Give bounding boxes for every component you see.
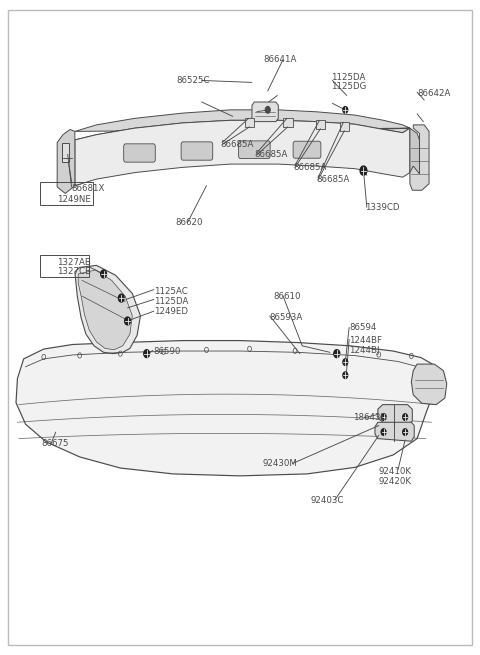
Polygon shape	[410, 125, 429, 190]
Polygon shape	[411, 364, 447, 405]
Text: 86593A: 86593A	[270, 312, 303, 322]
Text: 92403C: 92403C	[311, 496, 344, 505]
Text: 86685A: 86685A	[317, 176, 350, 184]
Text: 86610: 86610	[274, 291, 301, 301]
FancyBboxPatch shape	[124, 144, 156, 162]
Text: 86675: 86675	[41, 440, 69, 448]
Circle shape	[403, 414, 408, 421]
Polygon shape	[78, 270, 132, 350]
Text: 1125AC: 1125AC	[154, 287, 188, 296]
FancyBboxPatch shape	[181, 142, 213, 160]
Text: 86641A: 86641A	[263, 55, 296, 64]
Polygon shape	[252, 102, 278, 122]
Circle shape	[119, 294, 124, 302]
Text: 1327CB: 1327CB	[57, 267, 91, 276]
Text: 1244BJ: 1244BJ	[349, 346, 380, 355]
Polygon shape	[57, 130, 75, 193]
Circle shape	[343, 372, 348, 379]
Circle shape	[343, 107, 348, 113]
Polygon shape	[375, 422, 414, 441]
FancyBboxPatch shape	[239, 141, 270, 159]
Circle shape	[265, 107, 270, 113]
Circle shape	[381, 429, 386, 436]
Text: 86642A: 86642A	[417, 89, 450, 98]
Text: 1125DA: 1125DA	[331, 73, 365, 83]
Text: 1249ED: 1249ED	[154, 307, 188, 316]
FancyBboxPatch shape	[316, 121, 325, 129]
Text: 86685A: 86685A	[294, 163, 327, 172]
Circle shape	[343, 359, 348, 365]
Circle shape	[403, 429, 408, 436]
Text: 86590: 86590	[153, 347, 180, 356]
Polygon shape	[75, 121, 410, 185]
Text: 86620: 86620	[175, 218, 203, 227]
Text: 1249NE: 1249NE	[57, 195, 91, 204]
Polygon shape	[75, 110, 410, 140]
Polygon shape	[410, 128, 420, 181]
Text: 1339CD: 1339CD	[365, 203, 400, 212]
Text: 86685A: 86685A	[221, 140, 254, 149]
Text: 86525C: 86525C	[177, 76, 210, 85]
FancyBboxPatch shape	[245, 119, 254, 127]
Text: 92420K: 92420K	[379, 477, 412, 485]
Circle shape	[144, 350, 150, 358]
FancyBboxPatch shape	[62, 143, 69, 162]
FancyBboxPatch shape	[283, 119, 293, 127]
Polygon shape	[16, 341, 437, 476]
Text: 18643D: 18643D	[353, 413, 387, 422]
Circle shape	[381, 414, 386, 421]
Text: 86594: 86594	[349, 323, 376, 332]
Text: 86681X: 86681X	[72, 185, 105, 193]
Circle shape	[125, 317, 131, 325]
FancyBboxPatch shape	[293, 141, 321, 159]
Text: 1244BF: 1244BF	[349, 336, 382, 345]
Text: 1125DA: 1125DA	[154, 297, 188, 306]
Text: 92410K: 92410K	[379, 467, 412, 476]
FancyBboxPatch shape	[339, 122, 349, 131]
Circle shape	[334, 350, 339, 358]
Text: 1125DG: 1125DG	[331, 83, 366, 92]
Text: 1327AB: 1327AB	[57, 257, 91, 267]
Text: 92430M: 92430M	[263, 459, 298, 468]
Polygon shape	[75, 265, 141, 354]
Circle shape	[101, 270, 107, 278]
Polygon shape	[378, 405, 412, 426]
Text: 86685A: 86685A	[254, 151, 288, 159]
Circle shape	[360, 166, 367, 175]
